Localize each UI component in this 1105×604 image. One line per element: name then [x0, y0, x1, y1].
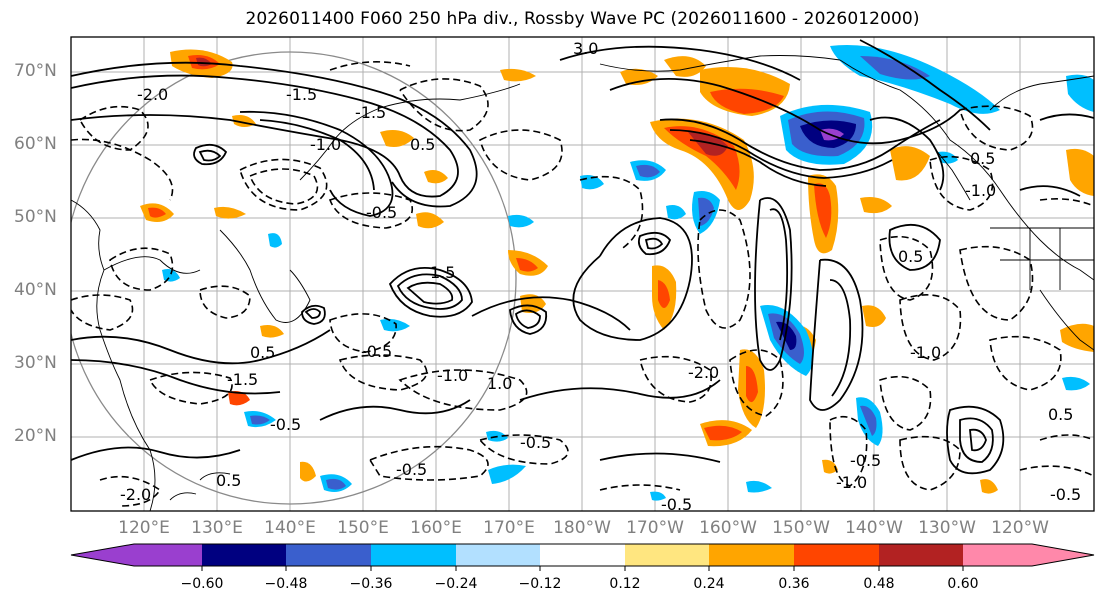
lon-label-170w: 170°W	[626, 518, 684, 538]
contour-label: -2.0	[688, 363, 719, 382]
contour-label: -2.0	[120, 485, 151, 504]
colorbar-segment	[456, 544, 540, 566]
divergence-shading	[140, 45, 1094, 501]
contour-label: -2.0	[137, 85, 168, 104]
lon-label-120w: 120°W	[991, 518, 1049, 538]
lat-label-60n: 60°N	[14, 134, 57, 154]
lon-label-160e: 160°E	[410, 518, 462, 538]
lon-label-180w: 180°W	[553, 518, 611, 538]
colorbar-tick-label: −0.24	[434, 576, 478, 592]
contour-label: -0.5	[270, 415, 301, 434]
contour-label: -0.5	[366, 203, 397, 222]
colorbar-segment	[879, 544, 963, 566]
contour-label: -1.5	[355, 103, 386, 122]
lat-label-30n: 30°N	[14, 353, 57, 373]
lon-label-170e: 170°E	[483, 518, 535, 538]
colorbar-extend-under	[71, 544, 134, 566]
lon-label-140w: 140°W	[845, 518, 903, 538]
colorbar-segment	[794, 544, 879, 566]
colorbar-segment	[286, 544, 371, 566]
contour-label: -0.5	[361, 342, 392, 361]
lon-label-160w: 160°W	[699, 518, 757, 538]
contour-label: -1.0	[910, 343, 941, 362]
contour-label: -0.5	[520, 433, 551, 452]
contour-label: -1.0	[836, 473, 867, 492]
negative-contours	[71, 61, 1094, 507]
colorbar-segment	[202, 544, 286, 566]
contour-label: -1.0	[965, 181, 996, 200]
contour-label: -1.5	[227, 370, 258, 389]
contour-label: -0.5	[661, 495, 692, 514]
contour-label: 0.5	[898, 247, 923, 266]
positive-contours	[71, 39, 1094, 475]
reference-circle	[71, 51, 517, 505]
contour-labels: 3.0 -2.0 -1.5 0.5 -0.5 -1.0 -1.0 -2.0 0.…	[120, 39, 1081, 514]
contour-label: -1.0	[310, 135, 341, 154]
contour-label: 1.0	[487, 374, 512, 393]
contour-label: -0.5	[850, 451, 881, 470]
map-title: 2026011400 F060 250 hPa div., Rossby Wav…	[245, 9, 920, 29]
colorbar-tick-label: 0.60	[947, 576, 979, 592]
contour-label: 0.5	[1048, 405, 1073, 424]
colorbar-tick-label: 0.12	[609, 576, 641, 592]
lat-label-20n: 20°N	[14, 426, 57, 446]
contour-label: 0.5	[216, 471, 241, 490]
contour-label: 0.5	[250, 343, 275, 362]
colorbar-segment	[625, 544, 709, 566]
lat-label-50n: 50°N	[14, 207, 57, 227]
colorbar-tick-label: −0.36	[349, 576, 393, 592]
colorbar-segment	[371, 544, 456, 566]
colorbar-segment	[709, 544, 794, 566]
colorbar-tick-label: −0.12	[518, 576, 562, 592]
lat-label-40n: 40°N	[14, 280, 57, 300]
contour-label: 3.0	[573, 39, 598, 58]
colorbar-segment	[134, 544, 202, 566]
colorbar-segment	[963, 544, 1032, 566]
contour-label: 1.5	[430, 263, 455, 282]
colorbar-tick-label: 0.36	[778, 576, 810, 592]
colorbar-tick-label: −0.48	[264, 576, 308, 592]
colorbar-outline	[70, 543, 1095, 567]
colorbar-tick-label: 0.48	[863, 576, 895, 592]
lon-label-150w: 150°W	[772, 518, 830, 538]
contour-label: 0.5	[970, 149, 995, 168]
contour-label: -0.5	[1050, 485, 1081, 504]
colorbar-tick-label: 0.24	[693, 576, 725, 592]
contour-label: -1.0	[437, 366, 468, 385]
lon-label-130e: 130°E	[191, 518, 243, 538]
colorbar-tick-label: −0.60	[180, 576, 224, 592]
lat-label-70n: 70°N	[14, 61, 57, 81]
colorbar-segment	[540, 544, 625, 566]
contour-label: 0.5	[410, 135, 435, 154]
lon-label-120e: 120°E	[118, 518, 170, 538]
lon-label-130w: 130°W	[918, 518, 976, 538]
plot-border	[70, 36, 1095, 512]
colorbar-extend-over	[1032, 544, 1094, 566]
contour-label: -1.5	[286, 85, 317, 104]
colorbar	[70, 543, 1095, 571]
lon-label-150e: 150°E	[337, 518, 389, 538]
lon-label-140e: 140°E	[264, 518, 316, 538]
contour-label: -0.5	[396, 460, 427, 479]
